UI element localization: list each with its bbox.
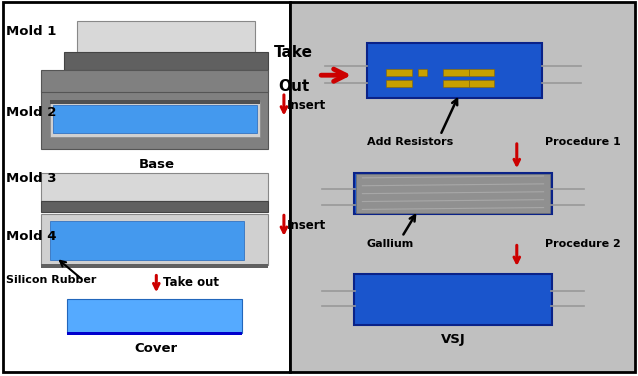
Text: Take: Take	[274, 45, 313, 60]
Text: Add Resistors: Add Resistors	[367, 137, 453, 147]
Bar	[356, 174, 550, 213]
Text: Silicon Rubber: Silicon Rubber	[6, 275, 97, 285]
Text: Procedure 2: Procedure 2	[545, 239, 621, 249]
Bar	[443, 69, 469, 76]
Bar	[418, 69, 427, 76]
Text: Take out: Take out	[163, 276, 219, 289]
Bar	[3, 2, 290, 372]
Bar	[77, 21, 255, 53]
Bar	[443, 80, 469, 87]
Bar	[41, 201, 268, 212]
Text: Mold 4: Mold 4	[6, 230, 57, 243]
Text: Insert: Insert	[287, 99, 327, 112]
Bar	[41, 214, 268, 265]
Bar	[354, 274, 552, 325]
Text: Out: Out	[278, 79, 309, 94]
Bar	[469, 80, 494, 87]
Bar	[367, 43, 542, 98]
Bar	[469, 69, 494, 76]
Bar	[41, 70, 268, 92]
Bar	[386, 69, 412, 76]
Bar	[41, 173, 268, 201]
Text: Mold 1: Mold 1	[6, 26, 57, 38]
Text: Cover: Cover	[135, 342, 178, 355]
Bar	[354, 173, 552, 214]
Bar	[50, 221, 244, 260]
Text: Mold 3: Mold 3	[6, 172, 57, 185]
Bar	[67, 299, 242, 333]
Text: Gallium: Gallium	[367, 239, 414, 249]
Text: Base: Base	[138, 158, 174, 171]
Text: VSJ: VSJ	[441, 333, 465, 346]
Text: Procedure 1: Procedure 1	[545, 137, 621, 147]
Text: Insert: Insert	[287, 219, 327, 232]
Text: Mold 2: Mold 2	[6, 106, 57, 119]
Bar	[64, 52, 268, 70]
Bar	[53, 105, 257, 133]
Bar	[41, 264, 268, 268]
Bar	[67, 332, 242, 335]
Bar	[290, 2, 635, 372]
Bar	[50, 102, 260, 137]
Bar	[50, 100, 260, 104]
Bar	[386, 80, 412, 87]
Bar	[41, 90, 268, 149]
